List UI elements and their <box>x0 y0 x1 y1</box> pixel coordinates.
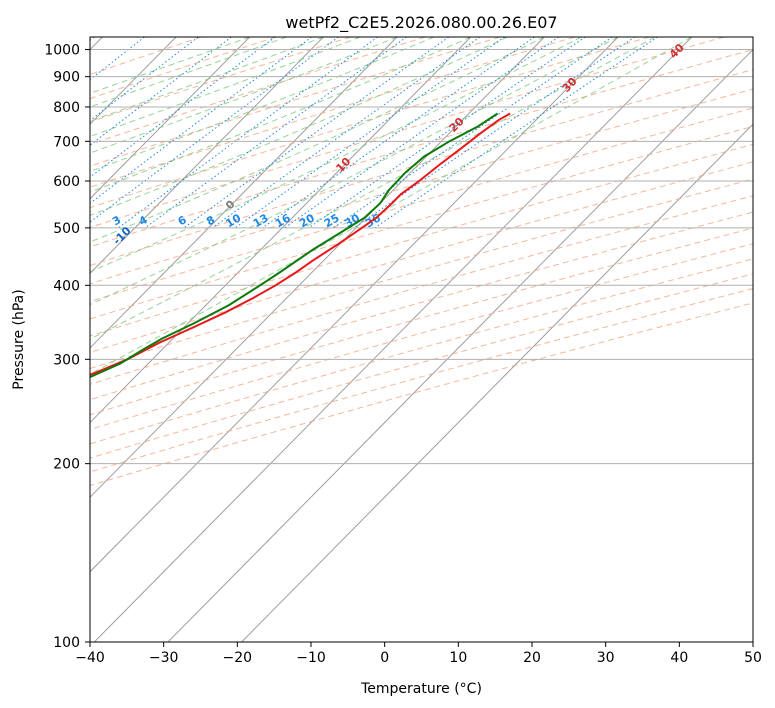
dry-adiabat-line <box>90 288 753 473</box>
dry-adiabat-line <box>90 37 501 167</box>
isotherm-line <box>90 37 324 275</box>
dry-adiabat-line <box>90 107 753 303</box>
isotherm-line <box>90 37 251 200</box>
x-axis-ticks: −40 −30 −20 −10 0 10 20 30 40 50 <box>75 642 762 666</box>
dry-adiabat-line <box>90 69 753 267</box>
moist-adiabat-line <box>90 37 582 273</box>
dry-adiabat-line <box>90 227 753 416</box>
dry-adiabat-line <box>90 49 753 248</box>
plot-frame <box>89 36 754 643</box>
y-tick-label: 900 <box>53 70 80 86</box>
dewpoint-line <box>90 112 499 379</box>
dry-adiabat-line <box>90 125 753 320</box>
mixing-ratio-line <box>90 37 95 41</box>
x-tick-label: 40 <box>670 650 688 666</box>
hot-isotherm-label: 20 <box>447 115 467 135</box>
x-tick-label: 30 <box>597 650 615 666</box>
x-tick-label: 50 <box>744 650 762 666</box>
mixing-ratio-line <box>262 37 535 229</box>
mixing-ratio-line <box>284 37 559 229</box>
isotherm-line <box>167 48 753 642</box>
moist-adiabat-line <box>90 37 656 340</box>
y-tick-label: 800 <box>53 100 80 116</box>
reference-lines <box>90 37 753 642</box>
y-axis-ticks: 100 200 300 400 500 600 700 800 900 1000 <box>44 43 90 651</box>
dry-adiabat-line <box>90 37 277 100</box>
isotherm-line <box>90 37 619 573</box>
isotherm-line <box>93 37 693 642</box>
x-tick-label: 10 <box>449 650 467 666</box>
dry-adiabat-line <box>90 243 753 430</box>
y-tick-label: 600 <box>53 174 80 190</box>
chart-title: wetPf2_C2E5.2026.080.00.26.E07 <box>285 13 557 33</box>
mixing-ratio-line <box>90 37 145 81</box>
x-tick-label: −30 <box>149 650 179 666</box>
mixing-ratio-line <box>90 37 339 223</box>
mixing-ratio-line <box>90 37 312 204</box>
hot-isotherm-label: 10 <box>333 155 353 175</box>
dry-adiabat-line <box>90 88 753 285</box>
dry-adiabat-line <box>90 302 753 487</box>
x-tick-label: −10 <box>296 650 326 666</box>
mixing-ratio-line <box>183 37 450 229</box>
dry-adiabat-line <box>90 37 202 76</box>
mixing-ratio-line <box>90 37 199 122</box>
y-tick-label: 1000 <box>44 43 80 59</box>
dry-adiabat-line <box>90 143 753 337</box>
mixing-ratio-label: 6 <box>176 213 189 228</box>
mixing-ratio-line <box>234 37 505 229</box>
mixing-ratio-line <box>212 37 481 229</box>
mixing-ratio-line <box>144 37 407 229</box>
hot-isotherm-label: 0 <box>223 197 238 212</box>
x-tick-label: −40 <box>75 650 105 666</box>
dry-adiabat-line <box>90 258 753 445</box>
y-tick-label: 400 <box>53 278 80 294</box>
dry-adiabat-line <box>90 273 753 459</box>
y-axis-label: Pressure (hPa) <box>11 289 27 389</box>
hot-isotherm-label: 40 <box>667 41 687 61</box>
dry-adiabat-line <box>90 161 753 353</box>
y-tick-label: 300 <box>53 352 80 368</box>
dry-adiabat-line <box>90 211 753 401</box>
moist-adiabat-line <box>90 37 287 108</box>
mixing-ratio-line <box>90 37 232 146</box>
x-axis-label: Temperature (°C) <box>360 681 482 697</box>
profile-series <box>90 112 511 379</box>
x-tick-label: −20 <box>223 650 253 666</box>
y-tick-label: 700 <box>53 134 80 150</box>
isotherm-line <box>241 123 753 642</box>
pressure-gridlines <box>90 49 753 642</box>
isotherm-line <box>90 37 398 349</box>
dry-adiabat-line <box>90 178 753 370</box>
dry-adiabat-line <box>90 37 650 209</box>
mixing-ratio-label: 1 <box>15 213 28 228</box>
isotherm-line <box>90 37 472 424</box>
moist-adiabat-line <box>90 37 324 122</box>
mixing-ratio-line <box>374 37 658 229</box>
isotherm-line <box>90 37 545 498</box>
mixing-ratio-line <box>118 37 378 229</box>
dry-adiabat-line <box>90 37 725 229</box>
temperature-line <box>90 112 511 376</box>
dry-adiabat-line <box>90 37 426 145</box>
moist-adiabat-line <box>90 37 619 306</box>
y-tick-label: 200 <box>53 457 80 473</box>
y-tick-label: 500 <box>53 221 80 237</box>
mixing-ratio-line <box>308 37 586 229</box>
x-tick-label: 20 <box>523 650 541 666</box>
dry-adiabat-line <box>90 37 351 123</box>
y-tick-label: 100 <box>53 635 80 651</box>
hot-isotherm-label: 30 <box>560 75 580 95</box>
mixing-ratio-line <box>333 37 613 229</box>
moist-adiabat-line <box>90 37 250 94</box>
dry-adiabat-line <box>90 195 753 385</box>
isotherm-label: -20 <box>0 269 16 292</box>
x-tick-label: 0 <box>380 650 389 666</box>
